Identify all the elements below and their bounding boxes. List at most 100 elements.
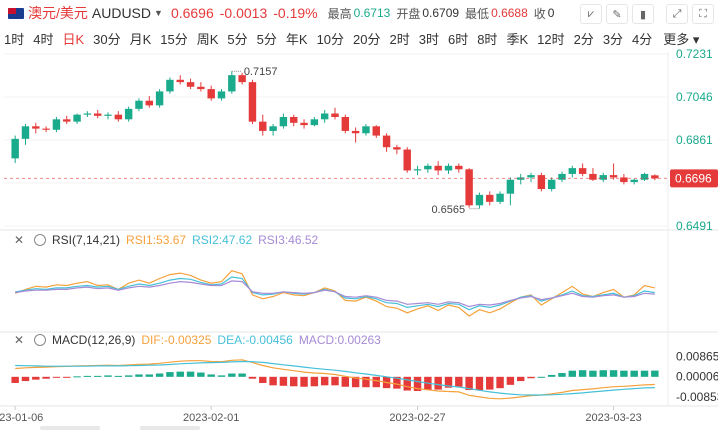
pencil-icon[interactable]: ✎ [606, 4, 628, 24]
more-periods-button[interactable]: 更多 ▾ [663, 31, 700, 47]
macd-tick-label: 0.00006 [676, 370, 718, 384]
macd-histogram-bar [506, 376, 515, 385]
candle-body [155, 91, 164, 106]
macd-histogram-bar [403, 376, 411, 391]
candle-body [217, 91, 226, 99]
scroll-indicator [40, 426, 100, 430]
macd-histogram-bar [217, 375, 226, 377]
price-tick-label: 0.6861 [676, 133, 713, 147]
period-tab[interactable]: 3时 [418, 31, 439, 47]
close-label: 收 [533, 6, 546, 21]
period-tab[interactable]: 4时 [33, 31, 54, 47]
open-label: 开盘 [396, 6, 421, 21]
period-tab[interactable]: 2时 [389, 31, 410, 47]
macd-histogram-bar [630, 370, 638, 377]
period-tab[interactable]: 12时 [537, 31, 565, 47]
candle-body [537, 175, 546, 190]
draw-line-icon[interactable]: ⩗ [580, 4, 602, 24]
candle-body [599, 175, 607, 180]
period-tab[interactable]: 2分 [573, 31, 594, 47]
macd-histogram-bar [124, 375, 133, 377]
scroll-indicator [140, 426, 200, 430]
fullscreen-icon[interactable]: ⛶ [692, 4, 714, 24]
period-tab[interactable]: 4分 [632, 31, 653, 47]
candle-type-icon[interactable]: ▮ [632, 4, 654, 24]
candle-body [465, 169, 473, 206]
period-tab[interactable]: 3分 [602, 31, 624, 47]
expand-icon[interactable]: ⤢ [666, 4, 688, 24]
candle-body [269, 126, 277, 131]
period-tab[interactable]: 5分 [256, 31, 277, 47]
period-tab[interactable]: 8时 [477, 31, 498, 47]
macd-histogram-bar [52, 376, 61, 378]
symbol-dropdown-icon[interactable]: ▼ [154, 8, 163, 18]
candle-body [290, 116, 298, 123]
macd-histogram-bar [197, 372, 205, 377]
macd-histogram-bar [465, 376, 473, 391]
macd-histogram-bar [413, 376, 422, 391]
period-tab[interactable]: 30分 [93, 31, 121, 47]
period-tab[interactable]: 5分 [227, 31, 248, 47]
period-tab[interactable]: 15分 [160, 31, 188, 47]
macd-histogram-bar [269, 376, 277, 386]
candle-body [228, 75, 236, 92]
candle-body [11, 138, 19, 159]
macd-histogram-bar [145, 374, 153, 377]
macd-histogram-bar [114, 375, 123, 377]
symbol-name[interactable]: 澳元/美元 [28, 5, 88, 21]
period-tab[interactable]: 年K [285, 31, 308, 47]
symbol-code[interactable]: AUDUSD [91, 5, 152, 21]
period-tab[interactable]: 6时 [447, 31, 469, 47]
candle-body [630, 179, 638, 183]
macd-histogram-bar [444, 376, 453, 388]
macd-tick-label: 0.00865 [676, 349, 718, 363]
period-tab[interactable]: 周K [196, 31, 219, 47]
candle-body [609, 175, 618, 178]
macd-histogram-bar [651, 370, 659, 377]
candle-body [124, 108, 133, 120]
period-tab[interactable]: 10分 [316, 31, 345, 47]
macd-histogram-bar [104, 375, 112, 377]
rsi1-label: RSI1:53.67 [126, 233, 187, 247]
period-tab[interactable]: 日K [62, 31, 85, 47]
candle-body [42, 128, 50, 130]
macd-histogram-bar [331, 376, 339, 386]
candle-body [259, 121, 267, 131]
macd-histogram-bar [186, 371, 195, 377]
period-tab[interactable]: 季K [506, 31, 529, 47]
rsi-settings-icon[interactable] [34, 234, 46, 246]
candle-body [362, 126, 370, 134]
macd-histogram-bar [300, 376, 308, 387]
period-tab[interactable]: 月K [129, 31, 152, 47]
candle-body [320, 113, 329, 120]
close-rsi-icon[interactable]: ✕ [14, 233, 25, 247]
macd-histogram-bar [135, 374, 143, 377]
candle-body [331, 113, 339, 117]
period-tab[interactable]: 1时 [4, 31, 25, 47]
macd-histogram-bar [279, 376, 288, 386]
macd-histogram-bar [640, 370, 649, 377]
candle-body [527, 175, 535, 178]
macd-histogram-bar [568, 370, 577, 377]
candle-body [403, 149, 411, 171]
candle-body [93, 113, 102, 116]
candle-body [186, 82, 195, 87]
x-tick-label: 2023-01-06 [0, 412, 43, 424]
macd-histogram-bar [537, 376, 546, 378]
macd-histogram-bar [310, 376, 319, 387]
macd-histogram-bar [620, 370, 628, 377]
candle-body [496, 193, 504, 202]
macd-settings-icon[interactable] [34, 334, 46, 346]
candle-body [63, 119, 71, 122]
period-tab[interactable]: 20分 [353, 31, 381, 47]
candle-body [176, 79, 184, 83]
macd-histogram-bar [166, 372, 174, 377]
macd-histogram-bar [228, 373, 236, 377]
close-macd-icon[interactable]: ✕ [14, 333, 25, 347]
candle-body [382, 135, 391, 148]
x-tick-label: 2023-02-01 [183, 412, 239, 424]
macd-histogram-bar [238, 373, 246, 377]
macd-histogram-bar [11, 376, 19, 383]
rsi-header: ✕ RSI(7,14,21) RSI1:53.67 RSI2:47.62 RSI… [0, 233, 318, 247]
